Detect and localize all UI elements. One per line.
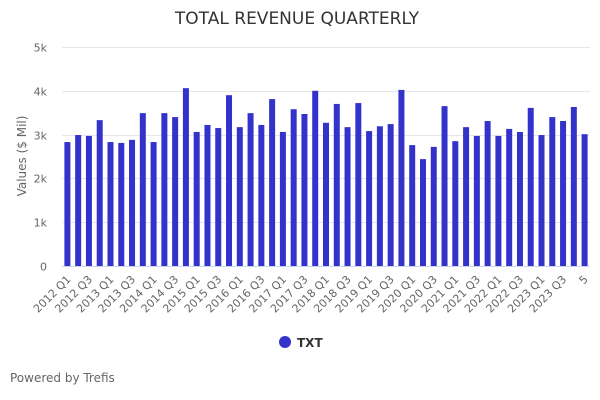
bar[interactable] [376,126,383,266]
bar[interactable] [247,113,254,266]
bar[interactable] [419,159,426,266]
bar[interactable] [452,141,459,266]
bar[interactable] [161,113,168,266]
bar[interactable] [139,113,146,266]
bar[interactable] [333,103,340,266]
bar[interactable] [506,128,513,266]
bar[interactable] [150,142,157,266]
bar[interactable] [398,89,405,266]
legend-label-txt[interactable]: TXT [297,336,323,350]
bar[interactable] [215,128,222,266]
bar[interactable] [441,106,448,266]
bar[interactable] [204,124,211,267]
bar[interactable] [279,131,286,266]
legend[interactable]: TXT [279,336,323,350]
bar[interactable] [323,122,329,267]
bar[interactable] [430,146,437,266]
bar[interactable] [193,131,200,266]
bar[interactable] [301,114,308,266]
bar[interactable] [527,107,534,266]
bar[interactable] [75,135,82,266]
powered-by-credit[interactable]: Powered by Trefis [10,371,115,385]
bar[interactable] [129,139,136,266]
bar[interactable] [387,124,394,266]
y-tick-label: 3k [34,130,48,143]
bar[interactable] [269,99,276,267]
y-tick-label: 0 [40,261,47,274]
bar[interactable] [290,109,297,266]
bar[interactable] [581,134,588,266]
bar[interactable] [473,135,480,266]
bar[interactable] [538,135,545,266]
legend-marker-txt [279,336,291,348]
bar[interactable] [226,95,233,267]
bar[interactable] [118,142,125,266]
bar[interactable] [484,121,491,267]
chart-title: TOTAL REVENUE QUARTERLY [174,9,420,29]
bar[interactable] [312,90,319,266]
bar[interactable] [516,131,523,266]
bar[interactable] [495,135,502,266]
bar[interactable] [355,103,362,266]
bar[interactable] [549,117,556,266]
y-tick-label: 4k [34,86,48,99]
bar[interactable] [560,121,567,267]
y-tick-label: 5k [34,42,48,55]
bar[interactable] [463,127,470,267]
bar[interactable] [96,120,103,267]
y-axis-label: Values ($ Mil) [15,116,29,197]
bar[interactable] [366,131,373,266]
bar[interactable] [409,145,416,266]
y-tick-label: 1k [34,217,48,230]
bar[interactable] [85,135,92,266]
bar[interactable] [182,88,189,266]
bar[interactable] [236,127,243,267]
bar[interactable] [64,142,71,266]
bar[interactable] [570,107,577,266]
y-tick-label: 2k [34,173,48,186]
bar[interactable] [258,124,265,267]
bar[interactable] [344,127,351,267]
bar-series-txt [64,88,588,267]
x-tick-label: 5 [577,273,591,287]
y-axis-ticks: 0 1k 2k 3k 4k 5k [34,42,48,274]
bar[interactable] [107,142,114,266]
bar[interactable] [172,117,179,266]
